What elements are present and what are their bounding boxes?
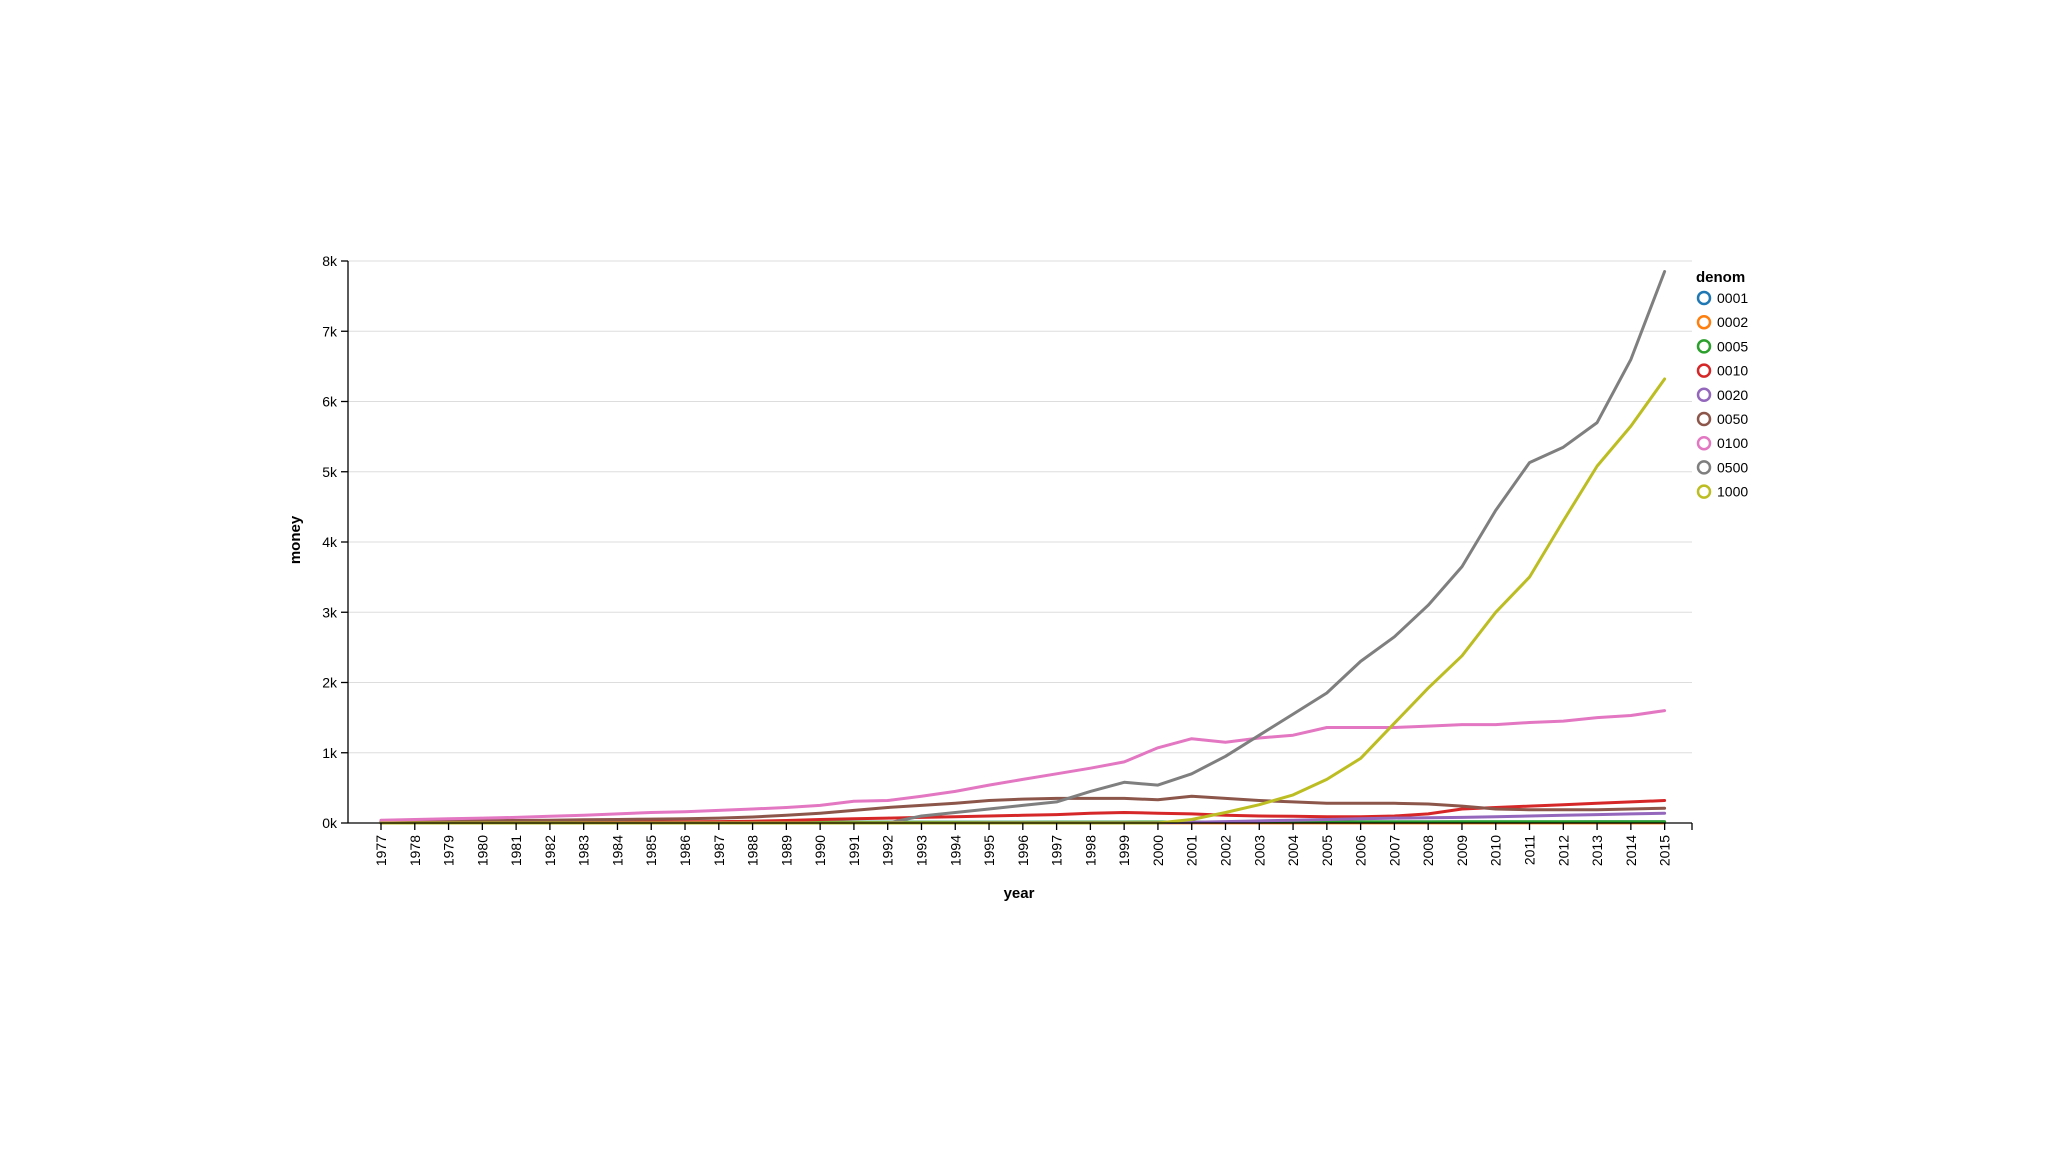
y-tick-label: 5k (322, 464, 338, 480)
x-tick-label: 1985 (643, 835, 659, 866)
legend: denom 0001 0002 0005 0010 0020 0050 0100 0500 10… (1696, 269, 1748, 500)
gridlines (348, 260, 1692, 754)
legend-symbol (1696, 387, 1712, 403)
legend-label: 0500 (1717, 459, 1748, 475)
x-tick-label: 1977 (373, 835, 389, 866)
x-tick-label: 2004 (1285, 835, 1301, 866)
y-tick-label: 4k (322, 534, 338, 550)
legend-label: 0100 (1717, 435, 1748, 451)
x-tick-label: 2013 (1589, 835, 1605, 866)
legend-symbol (1696, 435, 1712, 451)
x-tick-label: 2014 (1623, 835, 1639, 866)
x-tick-label: 1995 (981, 835, 997, 866)
legend-symbol (1696, 339, 1712, 354)
x-tick-label: 1993 (913, 835, 929, 866)
x-tick-label: 2005 (1319, 835, 1335, 866)
x-tick-label: 2002 (1218, 835, 1234, 866)
x-tick-label: 2003 (1251, 835, 1267, 866)
x-tick-label: 2015 (1657, 835, 1673, 866)
series-lines (379, 270, 1667, 825)
y-tick-label: 1k (322, 745, 338, 761)
x-tick-label: 2007 (1386, 835, 1402, 866)
x-tick-label: 1996 (1015, 835, 1031, 866)
x-tick-label: 1988 (745, 835, 761, 866)
axes: 0k 1k 2k 3k 4k 5k 6k 7k 8k 1977 1978 1979 1980 1981 19… (322, 253, 1693, 866)
series-line-0500 (379, 270, 1667, 825)
x-tick-label: 1984 (609, 835, 625, 866)
x-tick-label: 1986 (677, 835, 693, 866)
x-tick-label: 1979 (441, 835, 457, 866)
legend-label: 1000 (1717, 484, 1748, 500)
series-line-0050 (379, 794, 1667, 823)
x-tick-label: 1994 (947, 835, 963, 866)
x-axis-title: year (1004, 885, 1035, 902)
y-tick-label: 6k (322, 394, 338, 410)
x-tick-label: 1980 (474, 835, 490, 866)
x-tick-label: 1990 (812, 835, 828, 866)
x-tick-label: 1997 (1049, 835, 1065, 866)
legend-symbol (1696, 363, 1712, 378)
legend-label: 0005 (1717, 338, 1748, 354)
x-tick-label: 1991 (846, 835, 862, 866)
x-tick-label: 2006 (1353, 835, 1369, 866)
y-axis-title: money (287, 515, 304, 564)
legend-symbol (1696, 314, 1712, 330)
x-tick-label: 1978 (407, 835, 423, 866)
legend-symbol (1696, 460, 1712, 475)
x-tick-label: 2012 (1555, 835, 1571, 866)
legend-label: 0010 (1717, 363, 1748, 379)
y-tick-label: 8k (322, 253, 338, 269)
x-tick-label: 2000 (1150, 835, 1166, 866)
x-tick-label: 2008 (1420, 835, 1436, 866)
series-line-1000 (379, 377, 1667, 825)
x-tick-label: 1998 (1082, 835, 1098, 866)
y-tick-label: 2k (322, 675, 338, 691)
x-tick-label: 2001 (1184, 835, 1200, 866)
y-tick-label: 0k (322, 815, 338, 831)
x-tick-label: 1983 (576, 835, 592, 866)
x-tick-label: 1982 (542, 835, 558, 866)
legend-symbol (1696, 484, 1712, 499)
legend-label: 0001 (1717, 290, 1748, 306)
y-tick-label: 3k (322, 604, 338, 620)
x-tick-label: 1987 (711, 835, 727, 866)
x-tick-label: 1992 (880, 835, 896, 866)
series-line-0100 (379, 709, 1667, 822)
legend-label: 0020 (1717, 387, 1748, 403)
x-tick-label: 1989 (778, 835, 794, 866)
x-tick-label: 2010 (1488, 835, 1504, 866)
x-tick-label: 1981 (508, 835, 524, 866)
x-tick-label: 2011 (1522, 835, 1538, 865)
legend-symbol (1696, 411, 1712, 427)
legend-symbol (1696, 290, 1712, 306)
x-tick-label: 1999 (1116, 835, 1132, 866)
legend-title: denom (1696, 269, 1745, 286)
legend-label: 0002 (1717, 314, 1748, 330)
x-tick-label: 2009 (1454, 835, 1470, 866)
y-tick-label: 7k (322, 323, 338, 339)
legend-label: 0050 (1717, 411, 1748, 427)
